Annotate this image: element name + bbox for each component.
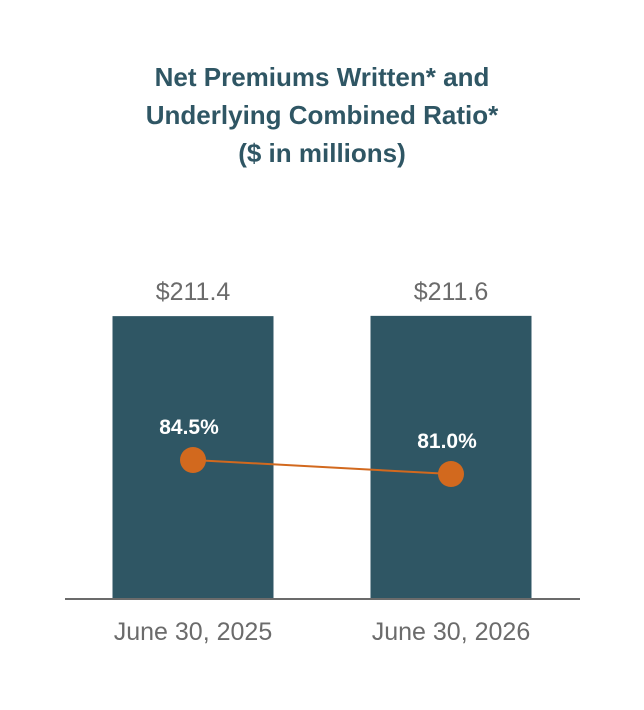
chart-title-line-2: Underlying Combined Ratio* bbox=[145, 100, 499, 130]
bar-value-label: $211.6 bbox=[414, 278, 489, 306]
bar bbox=[370, 315, 532, 599]
category-label: June 30, 2025 bbox=[114, 618, 272, 646]
chart-title-line-3: ($ in millions) bbox=[238, 138, 406, 168]
category-label: June 30, 2026 bbox=[372, 618, 530, 646]
ratio-line bbox=[192, 459, 452, 475]
chart-title-line-1: Net Premiums Written* and bbox=[154, 62, 490, 92]
ratio-value-label: 84.5% bbox=[159, 416, 219, 439]
ratio-point bbox=[438, 461, 464, 487]
chart-title: Net Premiums Written* and Underlying Com… bbox=[0, 58, 644, 172]
ratio-point bbox=[180, 447, 206, 473]
bar-value-label: $211.4 bbox=[156, 278, 231, 306]
ratio-value-label: 81.0% bbox=[417, 430, 477, 453]
